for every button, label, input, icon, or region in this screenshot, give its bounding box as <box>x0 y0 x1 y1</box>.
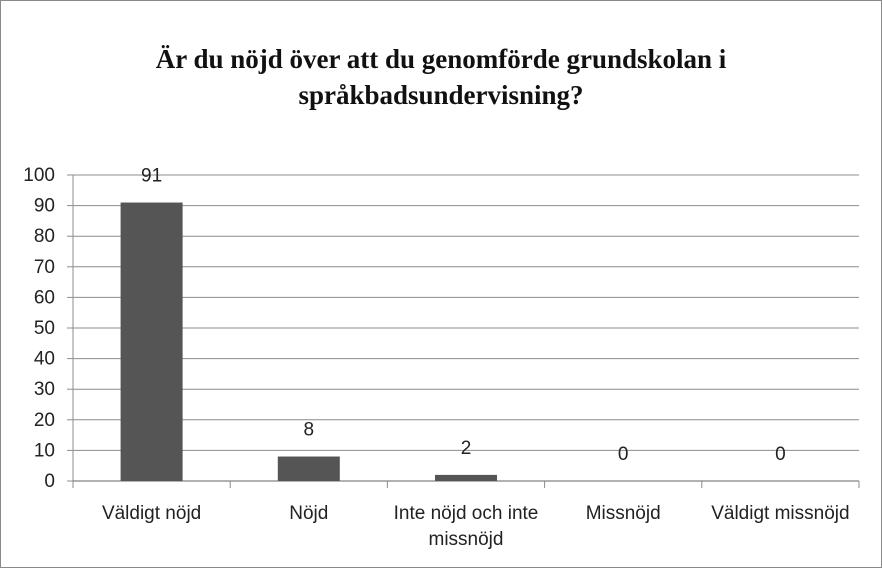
y-tick-label: 0 <box>44 471 55 492</box>
x-tick-label: Inte nöjd och inte missnöjd <box>393 503 539 550</box>
x-tick-label: Missnöjd <box>585 503 661 524</box>
data-label: 91 <box>141 166 162 187</box>
y-tick-label: 100 <box>23 165 55 186</box>
y-tick-label: 20 <box>34 410 55 431</box>
y-tick-label: 30 <box>34 379 55 400</box>
x-tick-label: Väldigt missnöjd <box>711 503 850 524</box>
y-tick-label: 10 <box>34 440 55 461</box>
chart-title: Är du nöjd över att du genomförde grunds… <box>155 44 727 110</box>
y-tick-label: 90 <box>34 196 55 217</box>
bar <box>120 202 183 482</box>
data-label: 0 <box>775 444 786 465</box>
data-label: 0 <box>618 444 629 465</box>
bar <box>435 474 497 481</box>
y-tick-label: 80 <box>34 226 55 247</box>
x-tick-label: Nöjd <box>289 503 329 524</box>
bar <box>277 456 340 481</box>
y-tick-label: 60 <box>34 287 55 308</box>
y-tick-label: 70 <box>34 257 55 278</box>
y-tick-label: 40 <box>34 349 55 370</box>
data-label: 2 <box>461 438 472 459</box>
x-tick-label: Väldigt nöjd <box>101 503 202 524</box>
data-label: 8 <box>304 420 315 441</box>
y-tick-label: 50 <box>34 318 55 339</box>
